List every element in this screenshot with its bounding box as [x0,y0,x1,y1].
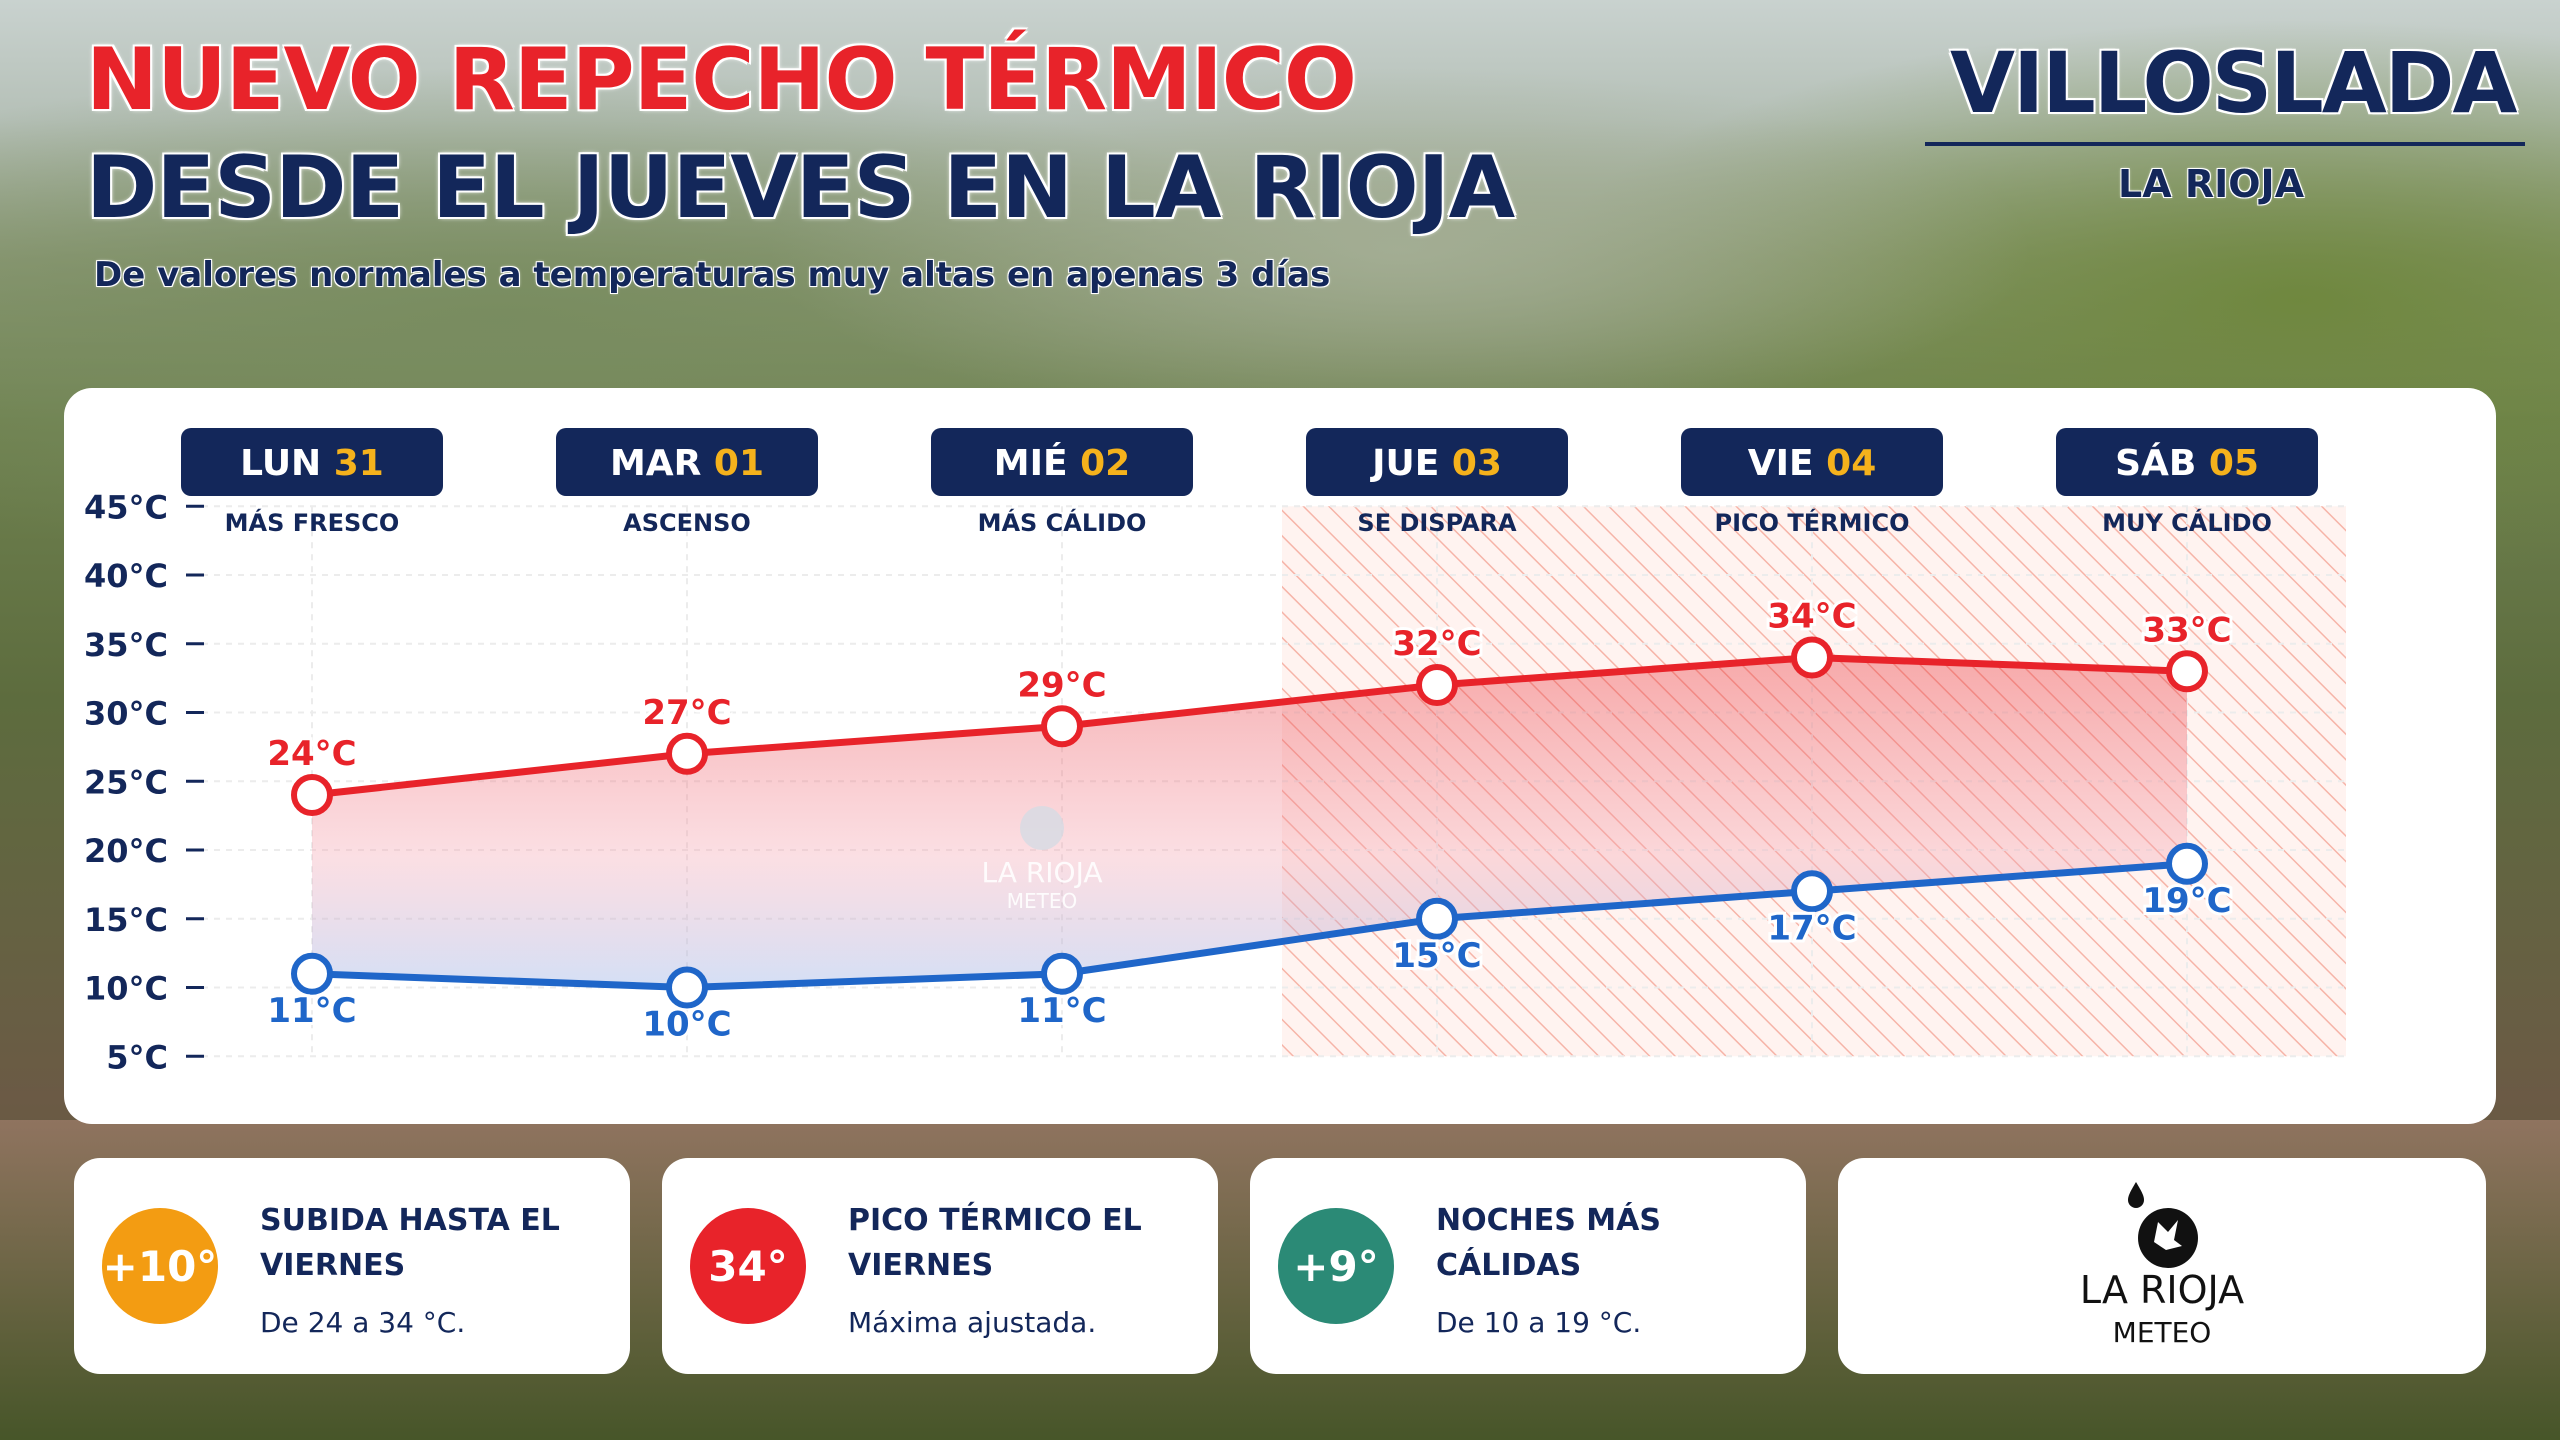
day-pill [2056,428,2318,496]
day-label: MAR 01 [610,443,764,484]
day-pill [181,428,443,496]
card-rise-desc: De 24 a 34 °C. [260,1306,466,1339]
day-label: VIE 04 [1748,443,1877,484]
y-tick-label: 35°C [84,626,168,664]
min-temp-point [1041,952,1083,995]
min-temp-label: 17°C [1767,908,1856,948]
max-temp-point [2166,650,2208,693]
day-name: VIE [1748,443,1826,484]
card-nights-desc: De 10 a 19 °C. [1436,1306,1642,1339]
min-temp-label: 15°C [1392,936,1481,976]
card-rise: +10° SUBIDA HASTA EL VIERNES De 24 a 34 … [74,1158,630,1374]
day-description: MÁS FRESCO [225,508,400,537]
min-temp-label: 10°C [642,1005,731,1045]
day-description: ASCENSO [623,509,751,537]
y-tick-label: 40°C [84,557,168,595]
card-nights-title: NOCHES MÁS CÁLIDAS [1436,1203,1661,1283]
max-temp-label: 34°C [1767,597,1856,637]
day-label: JUE 03 [1369,443,1502,484]
max-temp-label: 32°C [1392,624,1481,664]
card-peak-title: PICO TÉRMICO EL VIERNES [848,1203,1142,1283]
card-nights-badge: +9° [1278,1208,1394,1324]
max-temp-point [291,774,333,816]
day-name: SÁB [2115,442,2209,484]
card-peak-badge: 34° [690,1208,806,1324]
day-label: SÁB 05 [2115,442,2259,484]
title-line-2: DESDE EL JUEVES EN LA RIOJA [86,138,1515,238]
min-temp-line [311,860,2188,991]
y-tick-label: 15°C [84,901,168,939]
day-description: SE DISPARA [1357,509,1517,537]
region-name: LA RIOJA [2118,162,2305,206]
day-name: MIÉ [994,442,1080,484]
day-number: 05 [2209,443,2259,484]
location-name: VILLOSLADA [1950,34,2517,132]
min-temp-label: 11°C [267,991,356,1031]
day-description: PICO TÉRMICO [1715,508,1910,537]
max-temp-label: 27°C [642,693,731,733]
day-number: 03 [1452,443,1502,484]
day-label: LUN 31 [240,443,384,484]
y-tick-label: 45°C [84,488,168,526]
chart-panel: 45°C 40°C 35°C 30°C 25°C 20°C 15°C 10°C 5°C LUN 3… [64,388,2496,1124]
max-temp-point [666,732,708,775]
logo-card: LA RIOJA METEO [1838,1158,2486,1374]
card-nights: +9° NOCHES MÁS CÁLIDAS De 10 a 19 °C. [1250,1158,1806,1374]
min-temp-point [291,952,333,995]
title-line-1: NUEVO REPECHO TÉRMICO [86,30,1357,130]
day-name: JUE [1369,443,1452,484]
min-temp-point [2166,842,2208,885]
day-number: 04 [1826,443,1876,484]
day-name: LUN [240,443,334,484]
day-label: MIÉ 02 [994,442,1130,484]
day-number: 02 [1080,443,1130,484]
subtitle: De valores normales a temperaturas muy a… [94,255,1331,295]
min-temp-label: 19°C [2142,881,2231,921]
day-name: MAR [610,443,714,484]
day-pill [556,428,818,496]
day-number: 01 [714,443,764,484]
location-underline [1925,142,2525,146]
max-temp-label: 24°C [267,734,356,774]
day-description: MÁS CÁLIDO [978,508,1147,537]
y-tick-label: 25°C [84,763,168,801]
y-tick-label: 20°C [84,832,168,870]
max-temp-point [1041,705,1083,748]
card-rise-badge: +10° [102,1208,218,1324]
y-tick-label: 10°C [84,970,168,1008]
watermark-name: LA RIOJA [982,856,1103,889]
card-rise-title: SUBIDA HASTA EL VIERNES [260,1203,560,1283]
max-temp-label: 33°C [2142,610,2231,650]
day-number: 31 [334,443,384,484]
watermark-logo [1020,806,1064,850]
logo-drop-icon [2128,1182,2198,1268]
day-pill [1681,428,1943,496]
day-pill [931,428,1193,496]
watermark-sub: METEO [1007,889,1078,913]
logo-sub: METEO [2112,1316,2212,1349]
min-temp-point [666,966,708,1009]
min-temp-point [1416,897,1458,940]
min-temp-point [1791,870,1833,913]
card-peak: 34° PICO TÉRMICO EL VIERNES Máxima ajust… [662,1158,1218,1374]
day-description: MUY CÁLIDO [2102,508,2272,537]
range-area [312,657,2187,988]
max-temp-line [311,654,2188,799]
max-temp-point [1416,664,1458,706]
logo-name: LA RIOJA [2079,1268,2245,1312]
y-tick-label: 5°C [106,1038,168,1076]
temperature-chart: 45°C 40°C 35°C 30°C 25°C 20°C 15°C 10°C 5°C LUN 3… [84,428,2346,1076]
max-temp-label: 29°C [1017,665,1106,705]
day-pill [1306,428,1568,496]
min-temp-label: 11°C [1017,991,1106,1031]
max-temp-point [1791,636,1833,679]
card-peak-desc: Máxima ajustada. [848,1306,1097,1339]
y-tick-label: 30°C [84,695,168,733]
